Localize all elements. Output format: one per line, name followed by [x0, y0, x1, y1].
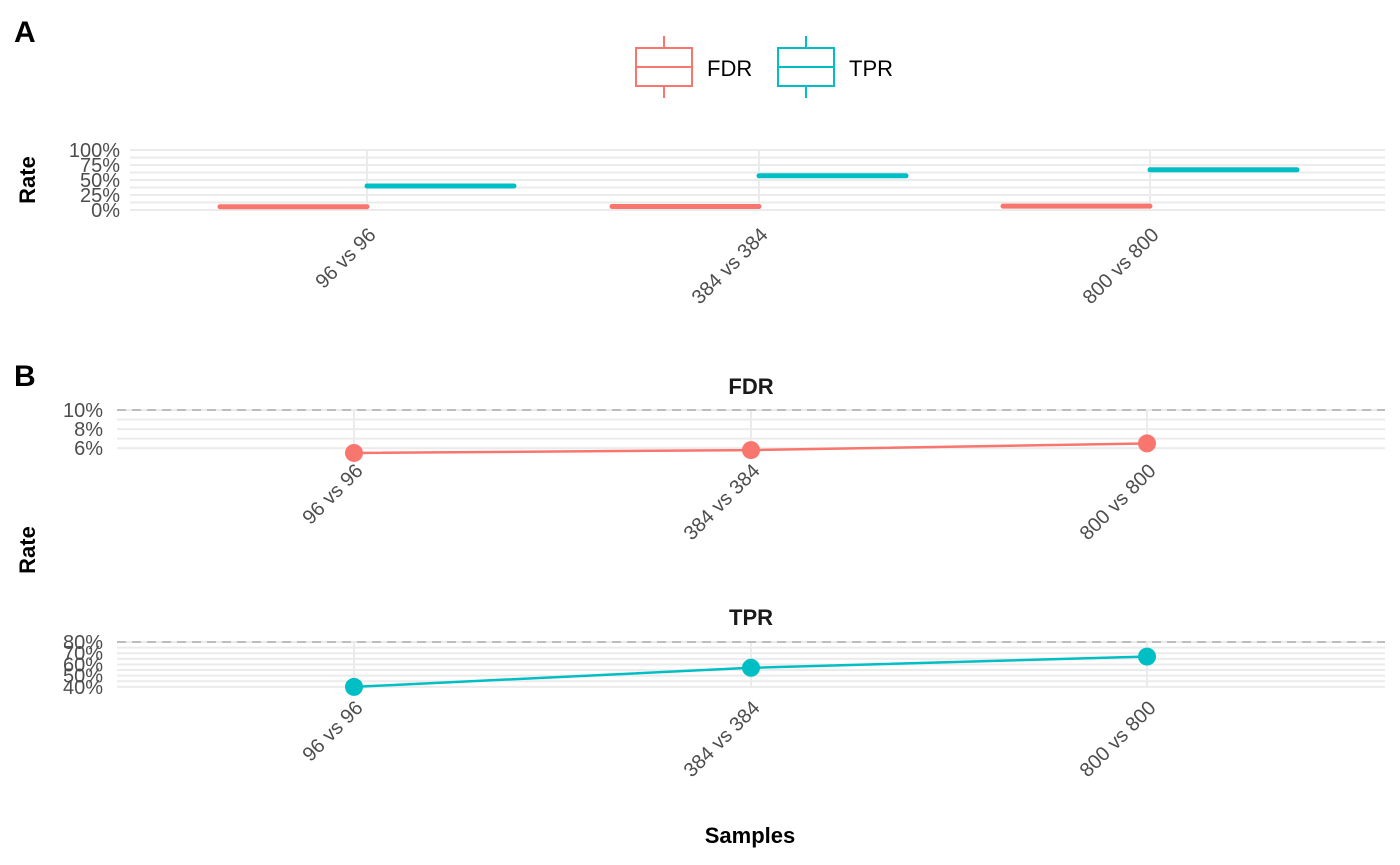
panel-b-fdr-y-tick-label: 8% — [74, 419, 103, 441]
panel-a-y-tick-label: 100% — [69, 140, 120, 162]
panel-b-fdr-x-tick-label: 800 vs 800 — [1076, 460, 1161, 545]
panel-a-x-tick-label: 384 vs 384 — [688, 224, 773, 309]
panel-a-y-tick-label: 75% — [80, 155, 120, 177]
legend-key-fdr — [635, 36, 693, 98]
panel-b-fdr-point-800-vs-800 — [1138, 434, 1156, 453]
panel-b-tpr-plot: TPR 40%50%60%70%80% 96 vs 96 384 vs 384 800 … — [63, 605, 1385, 782]
panel-a-x-tick-label: 800 vs 800 — [1079, 224, 1164, 309]
panel-a-label: A — [14, 16, 36, 49]
panel-b-fdr-point-96-vs-96 — [345, 443, 363, 462]
panel-a-y-tick-label: 0% — [91, 200, 120, 222]
panel-b-tpr-point-384-vs-384 — [742, 658, 760, 677]
panel-b-tpr-point-800-vs-800 — [1138, 647, 1156, 666]
panel-b-fdr-strip-title: FDR — [728, 374, 773, 399]
panel-b-tpr-y-tick-label: 70% — [63, 643, 103, 665]
panel-b-tpr-x-tick-label: 800 vs 800 — [1076, 697, 1161, 782]
panel-b-fdr-point-384-vs-384 — [742, 441, 760, 460]
panel-b-fdr-x-tick-label: 384 vs 384 — [680, 460, 765, 545]
panel-b-tpr-strip-title: TPR — [729, 605, 773, 630]
panel-a-x-tick-label: 96 vs 96 — [312, 224, 381, 293]
legend-label-fdr: FDR — [707, 56, 752, 81]
panel-b-fdr-y-tick-label: 6% — [74, 438, 103, 460]
panel-a-y-axis-title: Rate — [15, 156, 40, 204]
panel-b-tpr-x-tick-label: 96 vs 96 — [299, 697, 368, 766]
legend-label-tpr: TPR — [849, 56, 893, 81]
panel-b-tpr-y-tick-label: 60% — [63, 654, 103, 676]
panel-b-tpr-y-tick-label: 50% — [63, 666, 103, 688]
panel-a-plot: 0%25%50%75%100% 96 vs 96 384 vs 384 800 vs … — [69, 140, 1385, 309]
panel-b-y-axis-title: Rate — [15, 526, 40, 574]
legend: FDR TPR — [635, 36, 893, 98]
panel-b-tpr-y-tick-label: 80% — [63, 632, 103, 654]
panel-b-fdr-y-tick-label: 10% — [63, 400, 103, 422]
panel-b-fdr-x-tick-label: 96 vs 96 — [299, 460, 368, 529]
panel-b-label: B — [14, 360, 36, 393]
panel-b-tpr-y-tick-label: 40% — [63, 677, 103, 699]
panel-b-fdr-plot: FDR 6%8%10% 96 vs 96 384 vs 384 800 vs 800 — [63, 374, 1385, 545]
panel-b-tpr-point-96-vs-96 — [345, 677, 363, 696]
panel-a-y-tick-label: 25% — [80, 185, 120, 207]
panel-a-y-tick-label: 50% — [80, 170, 120, 192]
legend-key-tpr — [777, 36, 835, 98]
panel-b-x-axis-title: Samples — [705, 823, 796, 848]
panel-b-tpr-x-tick-label: 384 vs 384 — [680, 697, 765, 782]
